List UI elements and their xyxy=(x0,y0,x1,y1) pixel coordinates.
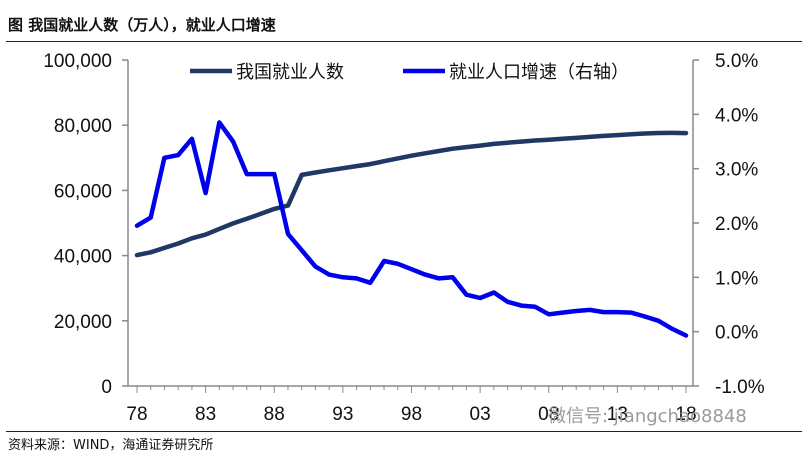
x-tick-label: 93 xyxy=(332,404,353,425)
left-tick-label: 0 xyxy=(101,377,112,398)
x-tick-label: 08 xyxy=(538,404,559,425)
left-axis-ticks: 0 20,000 40,000 60,000 80,000 100,000 xyxy=(43,51,128,398)
source-divider xyxy=(6,431,802,432)
source-note: 资料来源：WIND，海通证券研究所 xyxy=(8,438,214,453)
x-tick-label: 18 xyxy=(675,404,696,425)
right-axis-ticks: -1.0% 0.0% 1.0% 2.0% 3.0% 4.0% 5.0% xyxy=(693,51,765,398)
x-axis-ticks: 78 83 88 93 98 03 08 13 18 xyxy=(126,386,697,425)
left-tick-label: 40,000 xyxy=(54,247,112,268)
x-tick-label: 98 xyxy=(401,404,422,425)
right-tick-label: 5.0% xyxy=(715,51,758,72)
x-tick-label: 83 xyxy=(195,404,216,425)
left-tick-label: 100,000 xyxy=(43,51,112,72)
growth-rate-line xyxy=(134,120,689,338)
title-bar: 图 我国就业人数（万人），就业人口增速 xyxy=(0,0,808,40)
employment-chart: 0 20,000 40,000 60,000 80,000 100,000 -1.0% 0.… xyxy=(43,51,765,425)
x-tick-label: 78 xyxy=(126,404,147,425)
right-tick-label: -1.0% xyxy=(715,377,765,398)
x-tick-label: 88 xyxy=(264,404,285,425)
x-tick-label: 13 xyxy=(607,404,628,425)
left-tick-label: 80,000 xyxy=(54,116,112,137)
right-tick-label: 2.0% xyxy=(715,214,758,235)
left-tick-label: 20,000 xyxy=(54,312,112,333)
chart-axes xyxy=(127,60,694,387)
watermark: 微信号: jiangchao8848 xyxy=(548,406,747,427)
legend: 我国就业人数 就业人口增速（右轴） xyxy=(190,62,629,83)
right-tick-label: 4.0% xyxy=(715,105,758,126)
x-tick-label: 03 xyxy=(470,404,491,425)
right-tick-label: 3.0% xyxy=(715,160,758,181)
right-tick-label: 1.0% xyxy=(715,268,758,289)
employment-line xyxy=(134,130,689,258)
figure-title: 图 我国就业人数（万人），就业人口增速 xyxy=(8,16,276,34)
legend-label: 我国就业人数 xyxy=(236,62,344,83)
left-tick-label: 60,000 xyxy=(54,181,112,202)
legend-label: 就业人口增速（右轴） xyxy=(449,62,629,83)
right-tick-label: 0.0% xyxy=(715,323,758,344)
title-divider xyxy=(6,41,802,42)
series-lines xyxy=(134,120,689,338)
